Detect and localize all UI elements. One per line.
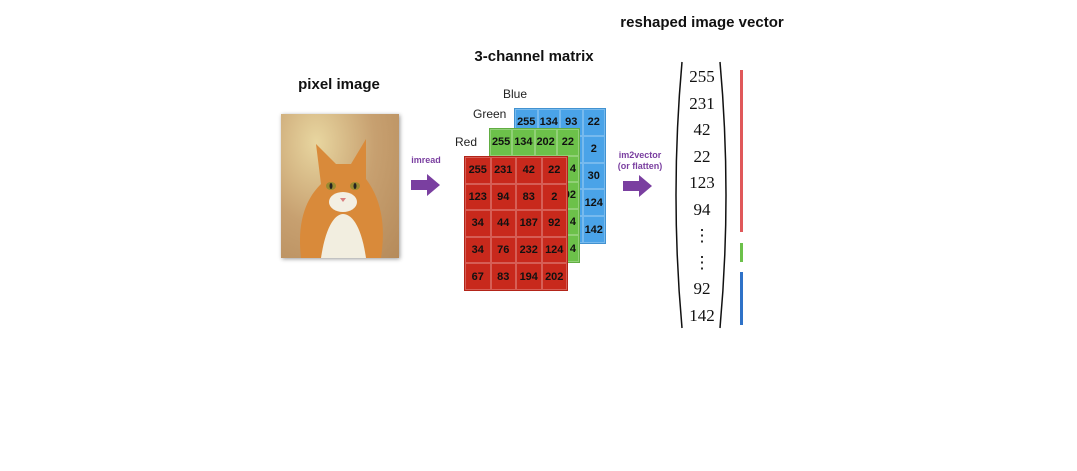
- matrix-cell: 94: [490, 183, 516, 211]
- vector-entry: ⋮: [693, 252, 711, 272]
- matrix-cell: 44: [490, 210, 516, 237]
- vector-parentheses: [675, 61, 727, 329]
- matrix-cell: 202: [541, 263, 567, 290]
- matrix-cell: 124: [582, 189, 605, 217]
- vector-entry: 142: [689, 305, 715, 325]
- matrix-cell: 22: [582, 109, 605, 136]
- matrix-cell: 30: [582, 162, 605, 190]
- matrix-cell: 232: [516, 236, 542, 264]
- pixel-image-title: pixel image: [298, 76, 380, 93]
- matrix-title: 3-channel matrix: [474, 48, 594, 65]
- matrix-cell: 123: [465, 183, 491, 211]
- imread-arrow-icon: [411, 174, 440, 196]
- vector-entry: 22: [693, 146, 711, 166]
- matrix-cell: 92: [541, 210, 567, 237]
- red-segment-bar: [740, 70, 743, 232]
- matrix-cell: 83: [516, 183, 542, 211]
- vector-title: reshaped image vector: [620, 14, 784, 31]
- matrix-cell: 22: [556, 129, 579, 156]
- matrix-cell: 202: [534, 129, 557, 156]
- matrix-cell: 187: [516, 210, 542, 237]
- red-channel-grid: 255 231 42 22 123 94 83 2 34 44 187 92 34 76 232 124 67 8…: [464, 156, 568, 291]
- vector-entry: 92: [693, 279, 711, 298]
- cat-image: [281, 114, 399, 258]
- vector-entry: 94: [693, 199, 711, 219]
- matrix-cell: 124: [541, 236, 567, 264]
- vector-entry: 231: [689, 93, 715, 113]
- matrix-cell: 67: [465, 263, 491, 290]
- matrix-cell: 76: [490, 236, 516, 264]
- matrix-cell: 22: [541, 157, 567, 184]
- matrix-cell: 134: [512, 129, 535, 156]
- matrix-cell: 42: [516, 157, 542, 184]
- vector-entry: ⋮: [693, 226, 711, 245]
- matrix-cell: 34: [465, 236, 491, 264]
- label-green: Green: [473, 107, 507, 121]
- green-segment-bar: [740, 243, 743, 262]
- im2vector-arrow-icon: [623, 175, 652, 197]
- matrix-cell: 142: [582, 216, 605, 243]
- vector-values: 255 231 42 22 123 94 ⋮ ⋮ 92 142: [680, 64, 724, 329]
- vector-entry: 42: [693, 120, 711, 139]
- vector-entry: 123: [689, 173, 715, 192]
- matrix-cell: 34: [465, 210, 491, 237]
- vector-entry: 255: [689, 67, 715, 86]
- label-blue: Blue: [503, 87, 528, 101]
- blue-segment-bar: [740, 272, 743, 325]
- matrix-cell: 2: [541, 183, 567, 211]
- matrix-cell: 83: [490, 263, 516, 290]
- matrix-cell: 255: [465, 157, 491, 184]
- imread-label: imread: [411, 155, 441, 165]
- matrix-cell: 255: [490, 129, 513, 156]
- label-red: Red: [455, 135, 478, 149]
- matrix-cell: 231: [490, 157, 516, 184]
- im2vector-label: im2vector (or flatten): [617, 150, 663, 171]
- matrix-cell: 2: [582, 135, 605, 163]
- matrix-cell: 194: [516, 263, 542, 290]
